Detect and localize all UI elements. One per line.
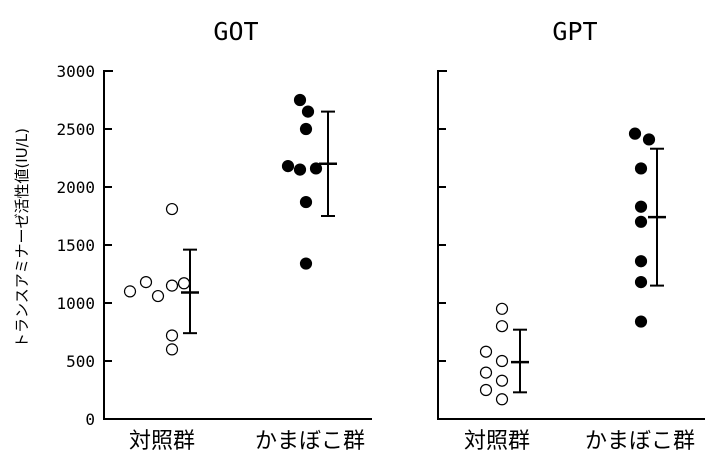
data-point-open (479, 383, 493, 397)
data-point-open (495, 393, 509, 406)
data-point-filled (634, 162, 648, 175)
y-tick-label: 1000 (56, 294, 95, 313)
data-point-open (139, 276, 153, 289)
data-point-filled (293, 93, 307, 107)
y-tick-label: 2000 (56, 178, 95, 197)
data-point-open (495, 302, 509, 315)
data-point-filled (299, 195, 313, 209)
data-point-filled (281, 160, 295, 173)
panel-title-got: GOT (213, 17, 258, 46)
data-point-filled (299, 257, 313, 270)
data-point-open (165, 279, 179, 292)
data-point-filled (634, 315, 648, 328)
y-tick-label: 500 (66, 352, 95, 371)
data-point-filled (634, 276, 648, 289)
data-point-filled (309, 162, 323, 175)
data-point-open (165, 343, 179, 356)
data-point-filled (293, 163, 307, 176)
data-point-open (151, 289, 165, 303)
y-tick-label: 2500 (56, 120, 95, 139)
panel-got-axis (103, 70, 372, 420)
data-point-open (495, 354, 509, 368)
data-point-filled (642, 133, 656, 146)
y-tick-label: 1500 (56, 236, 95, 255)
panel-title-gpt: GPT (552, 17, 597, 46)
data-point-filled (634, 215, 648, 228)
category-label-control-gpt: 対照群 (464, 429, 530, 453)
data-point-open (165, 329, 179, 342)
data-point-open (479, 345, 493, 358)
y-tick-label: 0 (85, 410, 95, 429)
data-point-open (495, 374, 509, 387)
data-point-open (165, 202, 179, 216)
chart-marks: 0 500 1000 1500 2000 2500 3000 (56, 62, 666, 429)
data-point-filled (299, 122, 313, 136)
data-point-filled (628, 127, 642, 140)
panel-gpt-axis (437, 70, 705, 420)
data-point-filled (634, 200, 648, 213)
category-label-kamaboko-got: かまぼこ群 (255, 429, 365, 453)
data-point-open (123, 285, 137, 298)
data-point-filled (301, 105, 315, 118)
y-tick-label: 3000 (56, 62, 95, 81)
data-point-open (495, 320, 509, 333)
data-point-open (479, 366, 493, 379)
category-label-kamaboko-gpt: かまぼこ群 (585, 429, 695, 453)
data-point-filled (634, 255, 648, 268)
data-point-open (177, 277, 191, 290)
category-label-control-got: 対照群 (129, 429, 195, 453)
y-axis-label: トランスアミナーゼ活性値(IU/L) (13, 128, 31, 348)
